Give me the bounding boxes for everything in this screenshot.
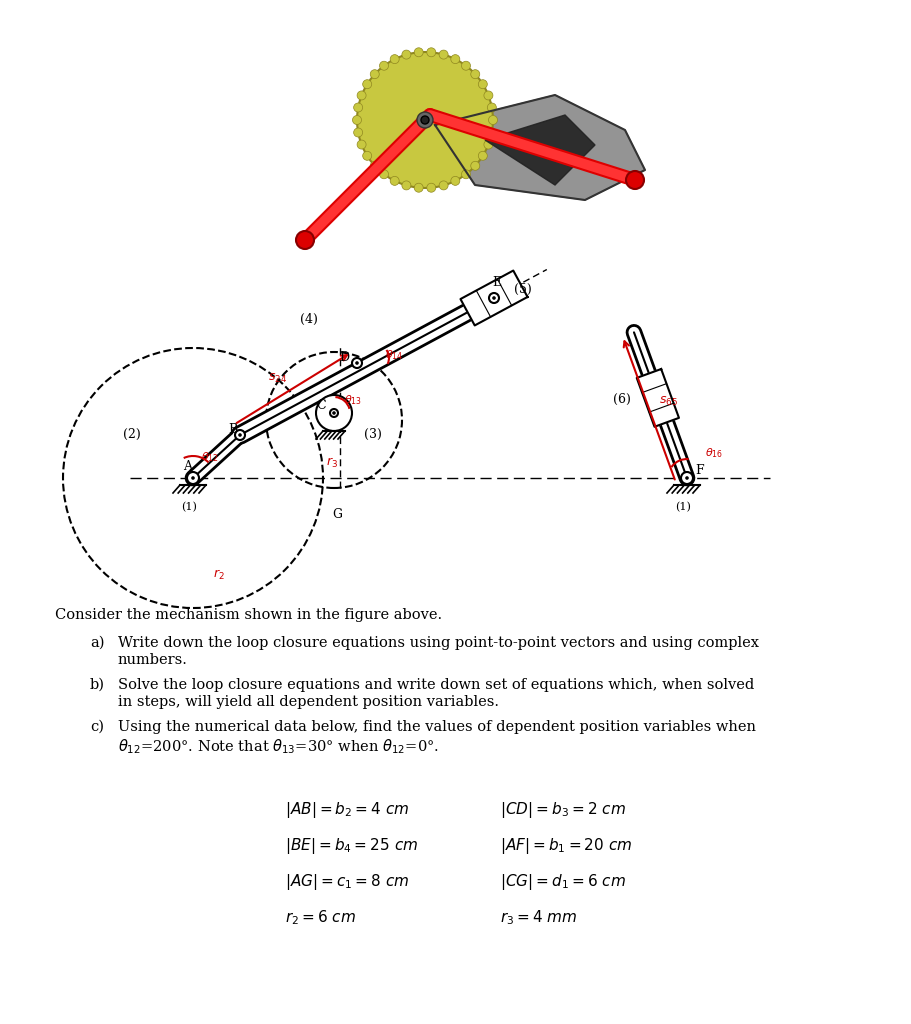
Text: (1): (1) <box>181 502 197 512</box>
Text: A: A <box>183 460 192 473</box>
Text: Write down the loop closure equations using point-to-point vectors and using com: Write down the loop closure equations us… <box>118 636 759 650</box>
Text: $r_3$: $r_3$ <box>326 456 338 470</box>
Text: $|AF|=b_1=20\ cm$: $|AF|=b_1=20\ cm$ <box>500 836 632 856</box>
Circle shape <box>363 152 372 161</box>
Text: $\theta_{13}$: $\theta_{13}$ <box>344 393 362 407</box>
Text: numbers.: numbers. <box>118 653 188 667</box>
Circle shape <box>487 103 496 112</box>
Text: (4): (4) <box>300 313 318 327</box>
Circle shape <box>296 231 314 249</box>
Circle shape <box>484 91 493 100</box>
Circle shape <box>415 48 424 56</box>
Text: $|AG|=c_1=8\ cm$: $|AG|=c_1=8\ cm$ <box>285 872 409 892</box>
Text: $\theta_{12}$: $\theta_{12}$ <box>201 450 219 464</box>
Circle shape <box>471 162 480 170</box>
Text: Using the numerical data below, find the values of dependent position variables : Using the numerical data below, find the… <box>118 720 756 734</box>
Circle shape <box>370 162 379 170</box>
Text: $r_3=4\ mm$: $r_3=4\ mm$ <box>500 908 578 927</box>
Circle shape <box>402 181 411 189</box>
Text: (5): (5) <box>514 283 532 296</box>
Circle shape <box>363 80 372 89</box>
Text: $|CD|=b_3=2\ cm$: $|CD|=b_3=2\ cm$ <box>500 800 626 820</box>
Polygon shape <box>460 270 527 326</box>
Text: E: E <box>492 276 501 289</box>
Circle shape <box>390 176 399 185</box>
Circle shape <box>439 181 448 189</box>
Circle shape <box>330 409 338 417</box>
Circle shape <box>191 476 195 480</box>
Text: $s_{65}$: $s_{65}$ <box>660 395 678 409</box>
Text: $\theta_{12}$=200°. Note that $\theta_{13}$=30° when $\theta_{12}$=0°.: $\theta_{12}$=200°. Note that $\theta_{1… <box>118 737 439 756</box>
Circle shape <box>352 358 362 368</box>
Circle shape <box>235 430 245 440</box>
Text: (1): (1) <box>675 502 691 512</box>
Text: $r_2=6\ cm$: $r_2=6\ cm$ <box>285 908 356 927</box>
Text: D: D <box>339 351 349 364</box>
Circle shape <box>390 54 399 63</box>
Text: b): b) <box>90 678 105 692</box>
Circle shape <box>357 52 493 188</box>
Circle shape <box>451 54 460 63</box>
Circle shape <box>380 170 388 179</box>
Circle shape <box>238 433 241 437</box>
Text: $\theta_{16}$: $\theta_{16}$ <box>705 446 723 460</box>
Polygon shape <box>485 115 595 185</box>
Circle shape <box>402 50 411 59</box>
Text: (2): (2) <box>123 428 141 441</box>
Circle shape <box>415 183 424 193</box>
Text: $\theta_{14}$: $\theta_{14}$ <box>385 348 404 361</box>
Text: in steps, will yield all dependent position variables.: in steps, will yield all dependent posit… <box>118 695 499 709</box>
Circle shape <box>488 116 497 125</box>
Text: $s_{24}$: $s_{24}$ <box>268 372 287 385</box>
Circle shape <box>353 128 363 137</box>
Text: F: F <box>695 464 703 477</box>
Text: (6): (6) <box>613 393 630 406</box>
Circle shape <box>357 91 366 100</box>
Text: $r_2$: $r_2$ <box>213 568 225 582</box>
Circle shape <box>380 61 388 71</box>
Circle shape <box>681 472 693 484</box>
Text: $|AB|=b_2=4\ cm$: $|AB|=b_2=4\ cm$ <box>285 800 409 820</box>
Circle shape <box>370 70 379 79</box>
Circle shape <box>187 472 199 484</box>
Circle shape <box>484 140 493 150</box>
Circle shape <box>492 296 496 300</box>
Text: c): c) <box>90 720 104 734</box>
Text: $|BE|=b_4=25\ cm$: $|BE|=b_4=25\ cm$ <box>285 836 418 856</box>
Polygon shape <box>637 369 679 427</box>
Circle shape <box>421 116 429 124</box>
Circle shape <box>355 361 359 365</box>
Circle shape <box>626 171 644 189</box>
Circle shape <box>451 176 460 185</box>
Circle shape <box>353 103 363 112</box>
Circle shape <box>478 80 487 89</box>
Text: a): a) <box>90 636 105 650</box>
Circle shape <box>478 152 487 161</box>
Text: Consider the mechanism shown in the figure above.: Consider the mechanism shown in the figu… <box>55 608 442 622</box>
Circle shape <box>462 61 470 71</box>
Circle shape <box>487 128 496 137</box>
Circle shape <box>489 293 499 303</box>
Text: $|CG|=d_1=6\ cm$: $|CG|=d_1=6\ cm$ <box>500 872 626 892</box>
Circle shape <box>316 395 352 431</box>
Circle shape <box>426 183 435 193</box>
Circle shape <box>439 50 448 59</box>
Circle shape <box>417 112 433 128</box>
Text: C: C <box>316 399 325 412</box>
Text: G: G <box>332 508 342 521</box>
Circle shape <box>426 48 435 56</box>
Circle shape <box>333 412 336 415</box>
Polygon shape <box>435 95 645 200</box>
Circle shape <box>685 476 689 480</box>
Circle shape <box>357 140 366 150</box>
Circle shape <box>353 116 362 125</box>
Circle shape <box>471 70 480 79</box>
Text: B: B <box>228 423 237 436</box>
Circle shape <box>462 170 470 179</box>
Text: (3): (3) <box>364 428 382 441</box>
Text: Solve the loop closure equations and write down set of equations which, when sol: Solve the loop closure equations and wri… <box>118 678 754 692</box>
